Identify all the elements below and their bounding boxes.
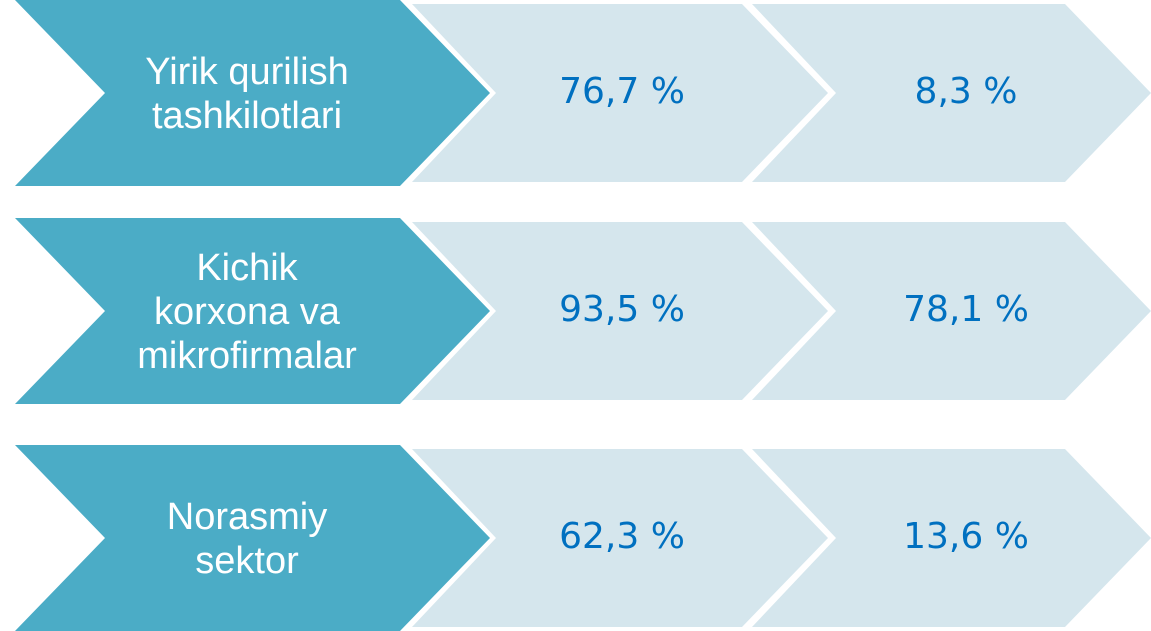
label-chevron [15, 0, 490, 186]
row-label-line: sektor [195, 540, 299, 582]
row-label-line: tashkilotlari [152, 95, 342, 137]
row-label-line: Kichik [196, 247, 298, 289]
row-label-line: Norasmiy [167, 496, 327, 538]
row-value: 8,3 % [915, 71, 1018, 112]
row-label: Kichik korxona va mikrofirmalar [137, 247, 357, 377]
value-chevron [752, 4, 1151, 182]
row-value: 93,5 % [559, 289, 685, 330]
row-label: Norasmiy sektor [167, 496, 327, 582]
row-value: 13,6 % [903, 516, 1029, 557]
row-label: Yirik qurilish tashkilotlari [145, 51, 348, 137]
value-chevron [412, 4, 828, 182]
row-label-line: korxona va [154, 291, 341, 333]
value-chevron [412, 222, 828, 400]
value-chevron [752, 222, 1151, 400]
row-label-line: mikrofirmalar [137, 335, 357, 377]
label-chevron [15, 445, 490, 631]
row-label-line: Yirik qurilish [145, 51, 348, 93]
label-chevron [15, 218, 490, 404]
value-chevron [412, 449, 828, 627]
row-value: 62,3 % [559, 516, 685, 557]
row-value: 78,1 % [903, 289, 1029, 330]
value-chevron [752, 449, 1151, 627]
row-value: 76,7 % [559, 71, 685, 112]
